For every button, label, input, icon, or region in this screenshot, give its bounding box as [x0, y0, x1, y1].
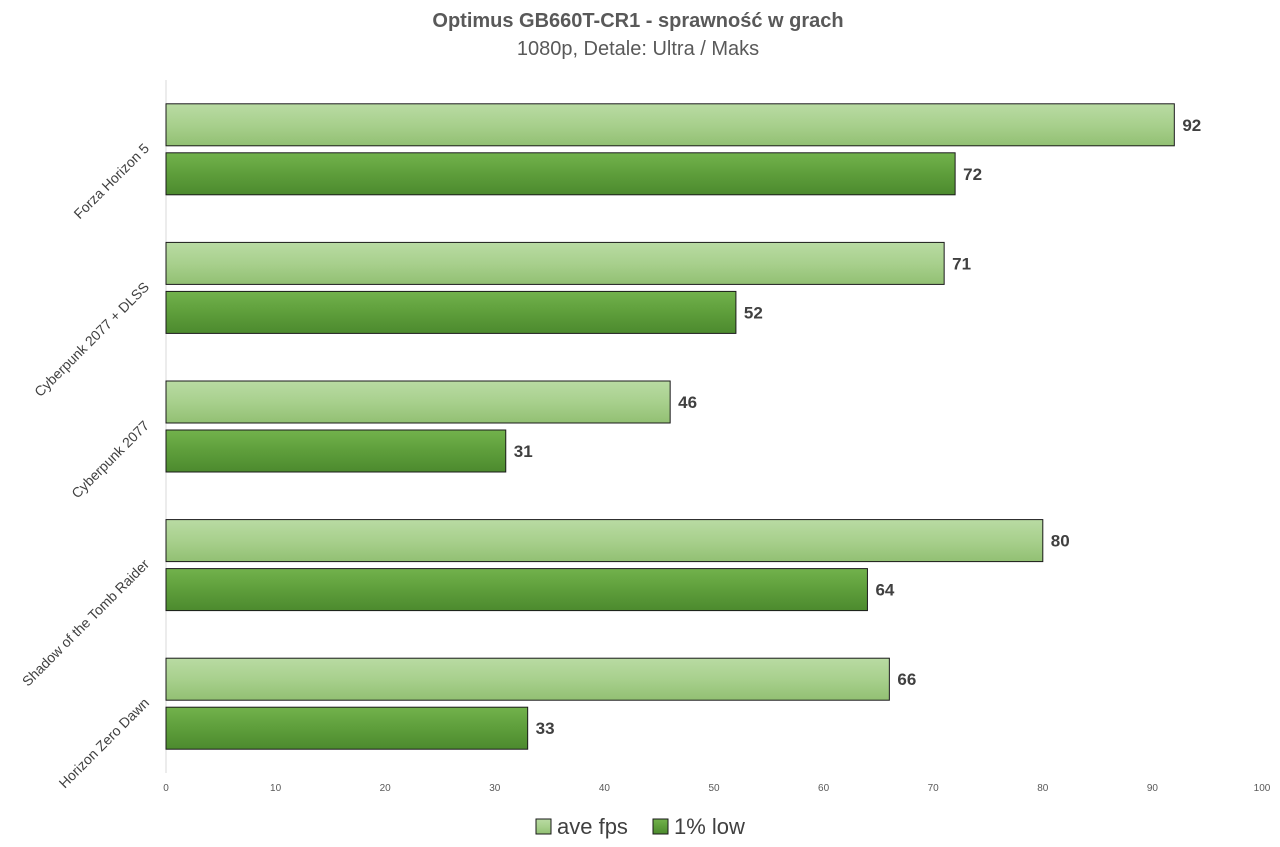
bar-ave-fps: [165, 380, 671, 424]
data-label: 71: [952, 254, 971, 273]
bar-ave-fps: [165, 103, 1175, 147]
category-label: Forza Horizon 5: [70, 140, 152, 222]
chart-subtitle: 1080p, Detale: Ultra / Maks: [517, 38, 759, 60]
data-label: 72: [963, 165, 982, 184]
data-label: 64: [875, 581, 894, 600]
bar-1pct-low: [165, 290, 737, 334]
x-tick-label: 90: [1147, 783, 1159, 794]
data-label: 92: [1182, 116, 1201, 135]
bar-ave-fps: [165, 657, 890, 701]
x-tick-label: 40: [599, 783, 611, 794]
bar-1pct-low: [165, 568, 868, 612]
x-tick-label: 50: [708, 783, 720, 794]
bar-ave-fps: [165, 519, 1044, 563]
x-tick-label: 30: [489, 783, 501, 794]
legend-swatch: [535, 818, 552, 835]
chart-title: Optimus GB660T-CR1 - sprawność w grach: [432, 10, 843, 32]
x-tick-label: 70: [928, 783, 940, 794]
category-label: Horizon Zero Dawn: [56, 695, 153, 792]
legend-label: 1% low: [674, 814, 745, 839]
plot-area: 0 10 20 30 40 50 60 70 80 90 100 92 72 Forza Horizon …: [19, 80, 1271, 794]
bar-ave-fps: [165, 241, 945, 285]
category-label: Shadow of the Tomb Raider: [19, 556, 153, 690]
x-tick-label: 10: [270, 783, 282, 794]
data-label: 66: [897, 670, 916, 689]
legend-swatch: [652, 818, 669, 835]
data-label: 46: [678, 393, 697, 412]
bar-1pct-low: [165, 706, 529, 750]
x-tick-label: 100: [1254, 783, 1271, 794]
x-tick-label: 20: [380, 783, 392, 794]
bar-1pct-low: [165, 429, 507, 473]
data-label: 31: [514, 442, 533, 461]
x-tick-label: 80: [1037, 783, 1049, 794]
bar-1pct-low: [165, 152, 956, 196]
x-tick-label: 0: [163, 783, 169, 794]
data-label: 80: [1051, 532, 1070, 551]
legend: ave fps 1% low: [535, 814, 745, 839]
data-label: 52: [744, 303, 763, 322]
category-label: Cyberpunk 2077: [68, 417, 152, 501]
legend-label: ave fps: [557, 814, 628, 839]
data-label: 33: [536, 719, 555, 738]
x-tick-label: 60: [818, 783, 830, 794]
category-label: Cyberpunk 2077 + DLSS: [31, 279, 152, 400]
